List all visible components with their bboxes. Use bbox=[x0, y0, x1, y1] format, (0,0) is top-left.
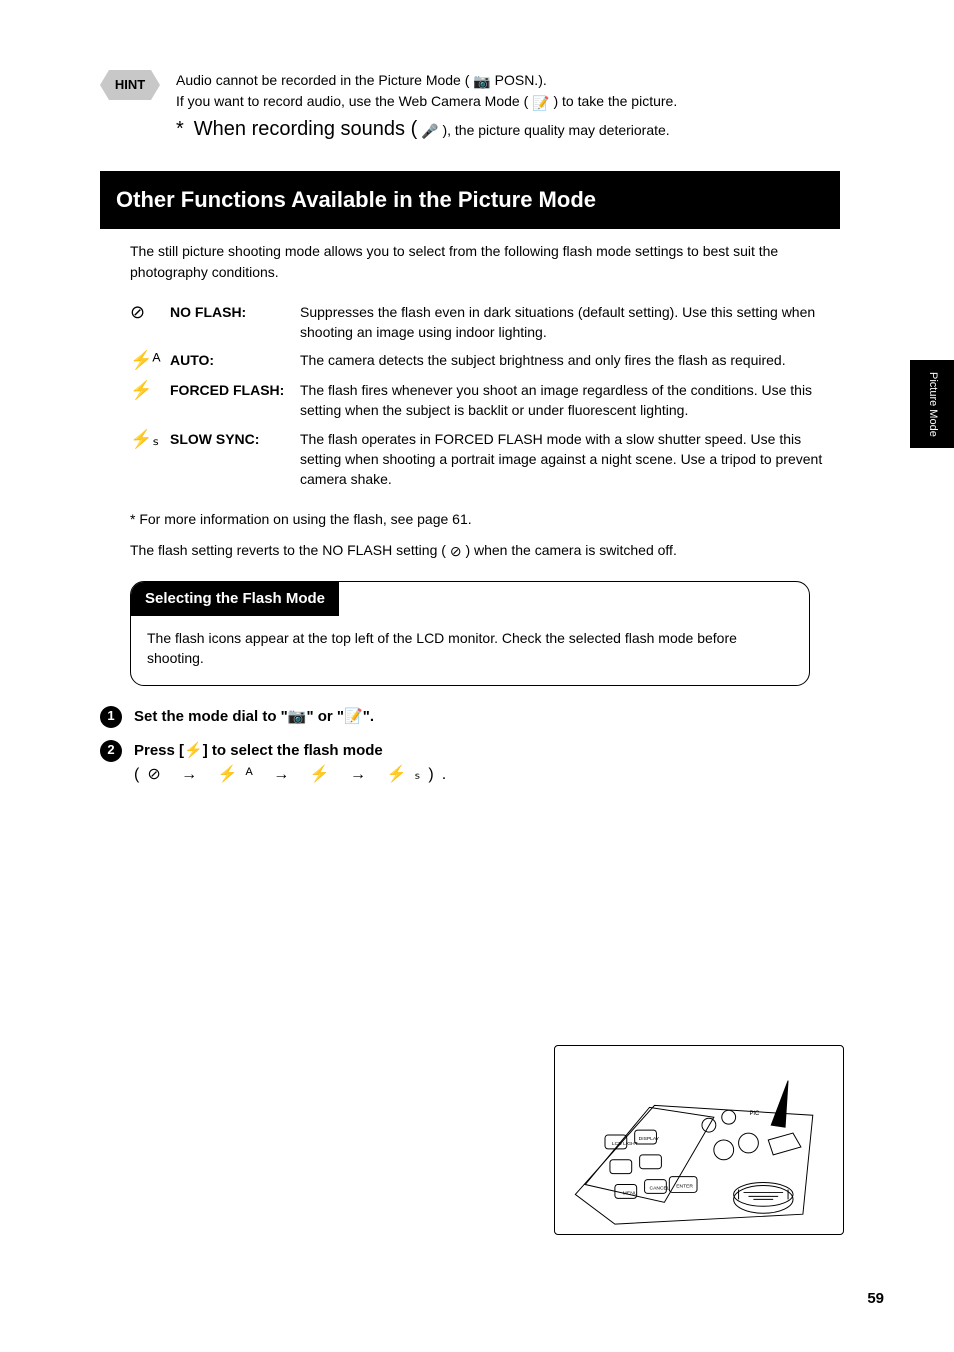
mode-desc: Suppresses the flash even in dark situat… bbox=[300, 302, 840, 343]
flash-auto-icon: ⚡ᴬ bbox=[218, 766, 261, 783]
more-info-note: * For more information on using the flas… bbox=[130, 509, 810, 529]
mode-row-auto: ⚡ᴬ AUTO: The camera detects the subject … bbox=[130, 350, 840, 372]
box-title: Selecting the Flash Mode bbox=[131, 582, 339, 616]
button-label: CANCEL bbox=[650, 1185, 670, 1191]
flash-auto-icon: ⚡ᴬ bbox=[130, 350, 161, 370]
hint-line-1: Audio cannot be recorded in the Picture … bbox=[176, 70, 840, 91]
arrow-icon: → bbox=[261, 766, 310, 783]
noflash-icon: ⊘ bbox=[147, 766, 168, 783]
button-label: MENU bbox=[623, 1190, 638, 1196]
steps-list: 1 Set the mode dial to "📷" or "📝". 2 Pre… bbox=[100, 706, 840, 787]
step-2-cycle: (⊘ → ⚡ᴬ → ⚡ → ⚡ₛ). bbox=[134, 763, 840, 786]
step-1: 1 Set the mode dial to "📷" or "📝". bbox=[100, 706, 840, 728]
flash-mode-box: Selecting the Flash Mode The flash icons… bbox=[130, 581, 810, 685]
button-label: PIC bbox=[749, 1111, 760, 1117]
mode-row-slowsync: ⚡ₛ SLOW SYNC: The flash operates in FORC… bbox=[130, 429, 840, 490]
arrow-icon: → bbox=[338, 766, 387, 783]
step-text: Press [⚡] to select the flash mode (⊘ → … bbox=[134, 740, 840, 787]
button-label: ENTER bbox=[676, 1183, 693, 1189]
flash-icon: ⚡ bbox=[130, 380, 152, 400]
mode-label: AUTO: bbox=[170, 350, 300, 372]
hint-text: Audio cannot be recorded in the Picture … bbox=[176, 70, 840, 141]
camera-illustration: LCD LIGHT DISPLAY MENU CANCEL ENTER PIC bbox=[554, 1045, 844, 1235]
mic-icon: 🎤 bbox=[421, 121, 438, 141]
section-intro: The still picture shooting mode allows y… bbox=[130, 241, 810, 282]
section-title-bar: Other Functions Available in the Picture… bbox=[100, 171, 840, 229]
hint-line-3: * When recording sounds ( 🎤 ), the pictu… bbox=[176, 119, 840, 141]
box-body: The flash icons appear at the top left o… bbox=[131, 616, 809, 685]
slow-sync-icon: ⚡ₛ bbox=[387, 766, 429, 783]
flash-button-icon: ⚡ bbox=[184, 740, 203, 762]
reset-note: The flash setting reverts to the NO FLAS… bbox=[130, 540, 810, 561]
hint-block: HINT Audio cannot be recorded in the Pic… bbox=[100, 70, 840, 141]
mode-label: FORCED FLASH: bbox=[170, 380, 300, 421]
side-tab: Picture Mode bbox=[910, 360, 954, 448]
mode-label: NO FLASH: bbox=[170, 302, 300, 343]
step-2: 2 Press [⚡] to select the flash mode (⊘ … bbox=[100, 740, 840, 787]
step-number-icon: 2 bbox=[100, 740, 122, 762]
mode-label: SLOW SYNC: bbox=[170, 429, 300, 490]
note-icon: 📝 bbox=[532, 93, 549, 113]
noflash-icon: ⊘ bbox=[130, 302, 145, 322]
mode-desc: The flash fires whenever you shoot an im… bbox=[300, 380, 840, 421]
mode-desc: The flash operates in FORCED FLASH mode … bbox=[300, 429, 840, 490]
mode-row-forced: ⚡ FORCED FLASH: The flash fires whenever… bbox=[130, 380, 840, 421]
flash-icon: ⚡ bbox=[310, 766, 338, 783]
page-number: 59 bbox=[867, 1288, 884, 1310]
camera-icon: 📷 bbox=[473, 71, 490, 91]
slow-sync-icon: ⚡ₛ bbox=[130, 429, 159, 449]
noflash-icon: ⊘ bbox=[450, 541, 462, 561]
step-text: Set the mode dial to "📷" or "📝". bbox=[134, 706, 840, 728]
mode-desc: The camera detects the subject brightnes… bbox=[300, 350, 840, 372]
button-label: DISPLAY bbox=[639, 1136, 660, 1142]
mode-row-noflash: ⊘ NO FLASH: Suppresses the flash even in… bbox=[130, 302, 840, 343]
arrow-icon: → bbox=[169, 766, 218, 783]
camera-icon: 📷 bbox=[288, 706, 307, 728]
hint-badge: HINT bbox=[100, 70, 160, 100]
note-icon: 📝 bbox=[344, 706, 363, 728]
flash-mode-list: ⊘ NO FLASH: Suppresses the flash even in… bbox=[130, 302, 840, 490]
hint-line-2: If you want to record audio, use the Web… bbox=[176, 91, 840, 112]
page-content: HINT Audio cannot be recorded in the Pic… bbox=[100, 70, 840, 799]
step-number-icon: 1 bbox=[100, 706, 122, 728]
button-label: LCD LIGHT bbox=[612, 1141, 638, 1147]
